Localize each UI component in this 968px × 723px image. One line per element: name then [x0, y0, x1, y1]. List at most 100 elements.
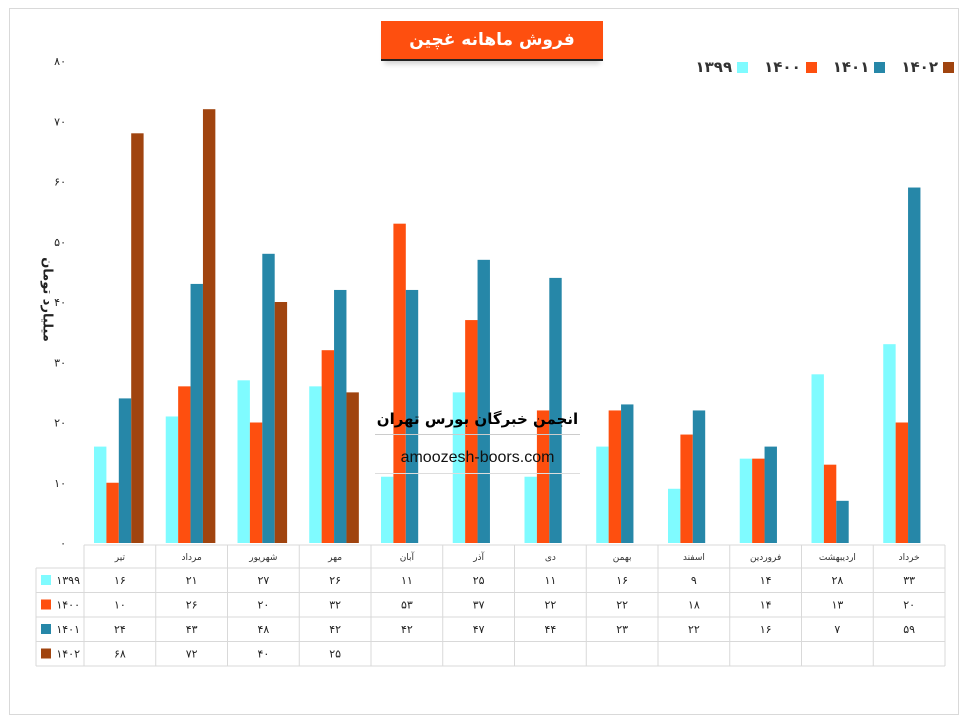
watermark-title: انجمن خبرگان بورس تهران — [375, 410, 580, 435]
table-cell-value: ۲۰ — [257, 599, 269, 612]
bar-۱۴۰۱-شهریور — [262, 253, 275, 544]
y-tick-label: ۰ — [60, 537, 66, 550]
table-cell-value: ۴۴ — [544, 623, 556, 636]
table-series-label: ۱۴۰۱ — [56, 623, 80, 636]
table-cell-value: ۴۸ — [257, 623, 269, 636]
category-label: فروردین — [750, 553, 781, 563]
table-series-label: ۱۳۹۹ — [56, 574, 80, 587]
legend-swatch — [874, 61, 886, 73]
table-cell-value: ۲۸ — [831, 574, 843, 587]
table-cell-value: ۳۷ — [473, 599, 485, 612]
table-cell-value: ۱۴ — [760, 599, 772, 612]
category-label: دی — [545, 553, 556, 563]
table-cell-value: ۱۶ — [114, 574, 126, 587]
table-legend-swatch — [41, 624, 51, 634]
bar-۱۴۰۰-خرداد — [895, 422, 909, 543]
bar-۱۳۹۹-تیر — [94, 446, 107, 543]
chart-frame — [9, 8, 959, 715]
table-legend-swatch — [41, 599, 51, 610]
table-cell-value: ۲۴ — [114, 623, 126, 636]
table-cell-value: ۲۵ — [473, 574, 485, 587]
bar-۱۴۰۰-آذر — [465, 320, 478, 543]
table-cell-value: ۱۱ — [401, 574, 413, 587]
table-cell-value: ۴۷ — [473, 623, 485, 636]
table-cell-value: ۵۳ — [401, 599, 413, 612]
bar-۱۴۰۱-اسفند — [692, 410, 706, 543]
table-series-label: ۱۴۰۰ — [56, 599, 80, 612]
bar-۱۴۰۰-دی — [536, 410, 550, 543]
y-tick-label: ۷۰ — [54, 115, 66, 128]
y-tick-label: ۸۰ — [54, 55, 66, 68]
legend-swatch — [737, 61, 749, 73]
bar-۱۳۹۹-دی — [524, 476, 537, 543]
bar-۱۴۰۱-خرداد — [908, 187, 921, 543]
legend: ۱۴۰۲ ۱۴۰۱ ۱۴۰۰ ۱۳۹۹ — [696, 58, 954, 76]
bar-۱۳۹۹-شهریور — [237, 380, 250, 543]
table-cell-value: ۲۶ — [329, 574, 341, 587]
bar-۱۴۰۲-شهریور — [274, 302, 288, 543]
category-label: اردیبهشت — [819, 553, 856, 563]
bar-۱۴۰۱-آذر — [477, 259, 490, 543]
table-cell-value: ۲۲ — [616, 599, 628, 612]
table-cell-value: ۴۲ — [329, 623, 341, 636]
table-cell-value: ۲۶ — [186, 599, 198, 612]
table-cell-value: ۲۲ — [688, 623, 700, 636]
bar-۱۴۰۰-شهریور — [249, 422, 263, 543]
bar-۱۴۰۱-اردیبهشت — [836, 500, 849, 543]
table-cell-value: ۹ — [691, 574, 697, 587]
y-tick-label: ۳۰ — [54, 356, 66, 369]
bar-۱۳۹۹-فروردین — [739, 458, 753, 543]
bar-۱۳۹۹-مهر — [309, 386, 322, 543]
y-tick-label: ۵۰ — [54, 236, 66, 249]
bar-۱۴۰۰-مهر — [321, 350, 335, 543]
table-cell-value: ۲۳ — [616, 623, 628, 636]
table-cell-value: ۴۰ — [257, 648, 269, 661]
table-cell-value: ۲۲ — [544, 599, 556, 612]
table-cell-value: ۴۲ — [401, 623, 413, 636]
y-tick-label: ۴۰ — [54, 296, 66, 309]
table-legend-swatch — [41, 575, 51, 585]
legend-item: ۱۳۹۹ — [696, 58, 749, 76]
table-cell-value: ۷ — [834, 623, 840, 636]
category-label: مرداد — [181, 553, 201, 563]
bar-۱۳۹۹-آبان — [381, 476, 394, 543]
table-cell-value: ۳۲ — [329, 599, 341, 612]
category-label: آبان — [400, 551, 415, 563]
table-cell-value: ۱۶ — [760, 623, 772, 636]
y-tick-label: ۶۰ — [54, 176, 66, 189]
bar-۱۳۹۹-مرداد — [165, 416, 179, 543]
bar-۱۳۹۹-خرداد — [883, 344, 896, 543]
table-cell-value: ۵۹ — [903, 623, 915, 636]
category-label: بهمن — [613, 553, 632, 563]
table-series-label: ۱۴۰۲ — [56, 648, 80, 661]
table-cell-value: ۷۲ — [186, 648, 198, 661]
bar-۱۴۰۰-تیر — [106, 482, 119, 543]
table-cell-value: ۱۴ — [760, 574, 772, 587]
category-label: آذر — [472, 551, 484, 563]
table-cell-value: ۳۳ — [903, 574, 915, 587]
legend-label: ۱۴۰۲ — [901, 58, 938, 76]
bar-۱۴۰۰-اسفند — [680, 434, 693, 543]
table-cell-value: ۱۱ — [544, 574, 556, 587]
category-label: اسفند — [683, 553, 705, 563]
bar-۱۴۰۰-مرداد — [178, 386, 191, 543]
bar-۱۴۰۲-مهر — [346, 392, 359, 543]
table-cell-value: ۲۷ — [257, 574, 269, 587]
bar-۱۴۰۲-تیر — [131, 133, 144, 544]
category-label: مهر — [327, 553, 342, 563]
y-tick-label: ۲۰ — [54, 417, 66, 430]
bar-۱۴۰۱-بهمن — [621, 404, 634, 543]
bar-۱۴۰۱-آبان — [405, 289, 419, 543]
category-label: خرداد — [899, 553, 920, 563]
bar-۱۴۰۱-مرداد — [190, 283, 203, 543]
table-cell-value: ۱۰ — [114, 599, 126, 612]
legend-label: ۱۳۹۹ — [695, 58, 733, 76]
bar-۱۴۰۰-بهمن — [608, 410, 622, 543]
table-cell-value: ۲۰ — [903, 599, 915, 612]
legend-swatch — [805, 61, 817, 73]
bar-۱۴۰۱-تیر — [118, 398, 132, 543]
bar-۱۴۰۰-فروردین — [752, 458, 765, 543]
table-cell-value: ۱۳ — [831, 599, 843, 612]
bar-۱۴۰۱-فروردین — [764, 446, 777, 543]
